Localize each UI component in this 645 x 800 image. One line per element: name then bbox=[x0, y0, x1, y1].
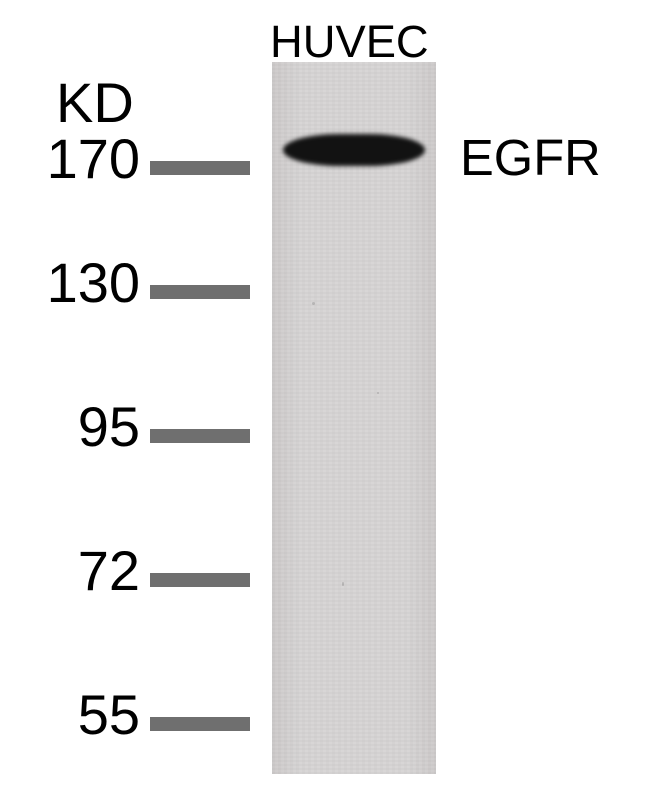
film-speck bbox=[377, 392, 379, 394]
molecular-weight-tick bbox=[150, 717, 250, 731]
molecular-weight-label: 55 bbox=[78, 682, 140, 747]
film-speck bbox=[342, 582, 344, 586]
lane-header: HUVEC bbox=[270, 16, 429, 68]
western-blot-figure: KD 170130957255 HUVEC EGFR bbox=[0, 0, 645, 800]
molecular-weight-tick bbox=[150, 573, 250, 587]
molecular-weight-label: 170 bbox=[47, 126, 140, 191]
molecular-weight-label: 72 bbox=[78, 538, 140, 603]
egfr-band bbox=[283, 134, 425, 166]
blot-lane bbox=[272, 62, 436, 774]
molecular-weight-tick bbox=[150, 429, 250, 443]
film-speck bbox=[312, 302, 315, 305]
molecular-weight-label: 95 bbox=[78, 394, 140, 459]
molecular-weight-tick bbox=[150, 161, 250, 175]
band-label: EGFR bbox=[460, 128, 601, 187]
molecular-weight-label: 130 bbox=[47, 250, 140, 315]
molecular-weight-tick bbox=[150, 285, 250, 299]
lane-background bbox=[272, 62, 436, 774]
